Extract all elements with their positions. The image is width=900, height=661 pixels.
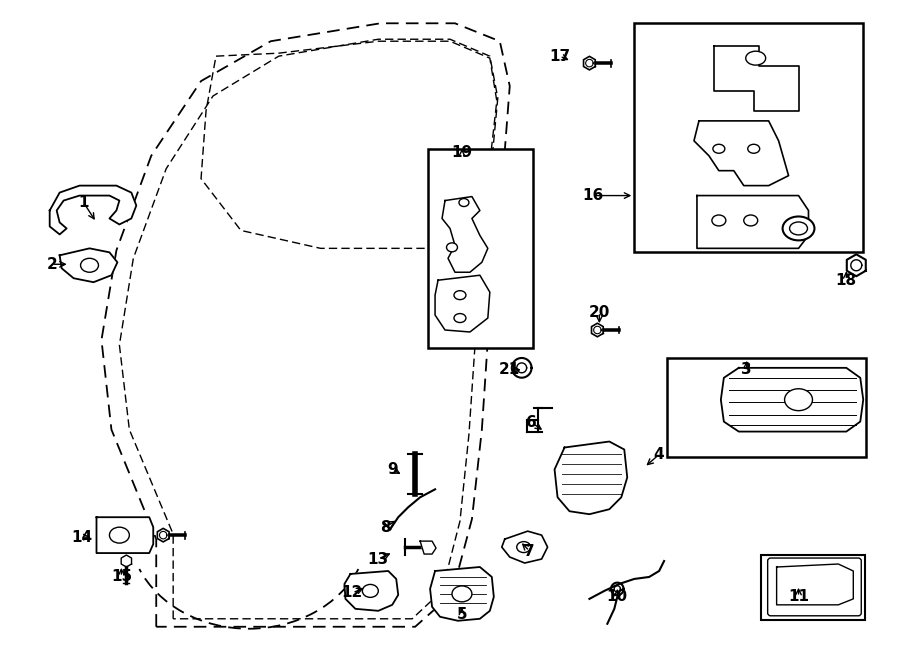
- Polygon shape: [451, 228, 459, 237]
- FancyBboxPatch shape: [768, 558, 861, 616]
- Polygon shape: [721, 368, 863, 432]
- Text: 2: 2: [46, 256, 57, 272]
- Text: 20: 20: [589, 305, 610, 319]
- Text: 9: 9: [387, 462, 398, 477]
- Bar: [667, 358, 866, 457]
- Polygon shape: [583, 56, 595, 70]
- Ellipse shape: [517, 541, 531, 553]
- Polygon shape: [688, 398, 700, 411]
- Polygon shape: [59, 249, 117, 282]
- Polygon shape: [554, 442, 627, 514]
- Ellipse shape: [363, 584, 378, 598]
- Ellipse shape: [81, 258, 98, 272]
- Text: 12: 12: [342, 586, 363, 600]
- Text: 4: 4: [653, 447, 664, 462]
- Ellipse shape: [746, 51, 766, 65]
- Polygon shape: [697, 196, 808, 249]
- Text: 5: 5: [456, 607, 467, 622]
- Polygon shape: [714, 46, 798, 111]
- Text: 15: 15: [111, 570, 132, 584]
- Polygon shape: [442, 196, 488, 272]
- Polygon shape: [661, 74, 673, 88]
- Polygon shape: [847, 254, 866, 276]
- Text: 13: 13: [368, 551, 389, 566]
- Polygon shape: [611, 582, 624, 595]
- Text: 10: 10: [607, 590, 628, 604]
- Ellipse shape: [459, 198, 469, 206]
- Bar: [428, 149, 533, 348]
- Ellipse shape: [713, 144, 725, 153]
- Bar: [760, 555, 865, 620]
- Polygon shape: [708, 227, 719, 239]
- Polygon shape: [430, 567, 494, 621]
- Ellipse shape: [743, 215, 758, 226]
- Bar: [634, 23, 863, 253]
- Text: 3: 3: [742, 362, 752, 377]
- Ellipse shape: [785, 389, 813, 410]
- Polygon shape: [122, 555, 131, 567]
- Polygon shape: [591, 323, 603, 336]
- Text: 8: 8: [380, 520, 391, 535]
- Text: 6: 6: [526, 415, 537, 430]
- Polygon shape: [158, 528, 169, 542]
- Text: 1: 1: [78, 195, 89, 210]
- Ellipse shape: [454, 291, 466, 299]
- Polygon shape: [502, 531, 547, 563]
- Ellipse shape: [712, 215, 725, 226]
- Text: 7: 7: [525, 543, 535, 559]
- Text: 11: 11: [788, 590, 809, 604]
- Polygon shape: [435, 275, 490, 332]
- Text: 19: 19: [452, 145, 472, 160]
- Ellipse shape: [110, 527, 130, 543]
- Ellipse shape: [446, 243, 457, 252]
- Text: 17: 17: [549, 49, 570, 63]
- Text: 18: 18: [836, 273, 857, 288]
- Polygon shape: [345, 571, 398, 611]
- Polygon shape: [420, 541, 436, 554]
- Text: 21: 21: [500, 362, 520, 377]
- Polygon shape: [777, 564, 853, 605]
- Polygon shape: [512, 358, 532, 377]
- Ellipse shape: [748, 144, 760, 153]
- Ellipse shape: [783, 217, 814, 241]
- Polygon shape: [694, 121, 788, 186]
- Polygon shape: [50, 186, 136, 235]
- Text: 14: 14: [71, 529, 92, 545]
- Ellipse shape: [452, 586, 472, 602]
- Polygon shape: [462, 161, 471, 171]
- Text: 16: 16: [583, 188, 604, 203]
- Ellipse shape: [454, 313, 466, 323]
- Polygon shape: [96, 517, 153, 553]
